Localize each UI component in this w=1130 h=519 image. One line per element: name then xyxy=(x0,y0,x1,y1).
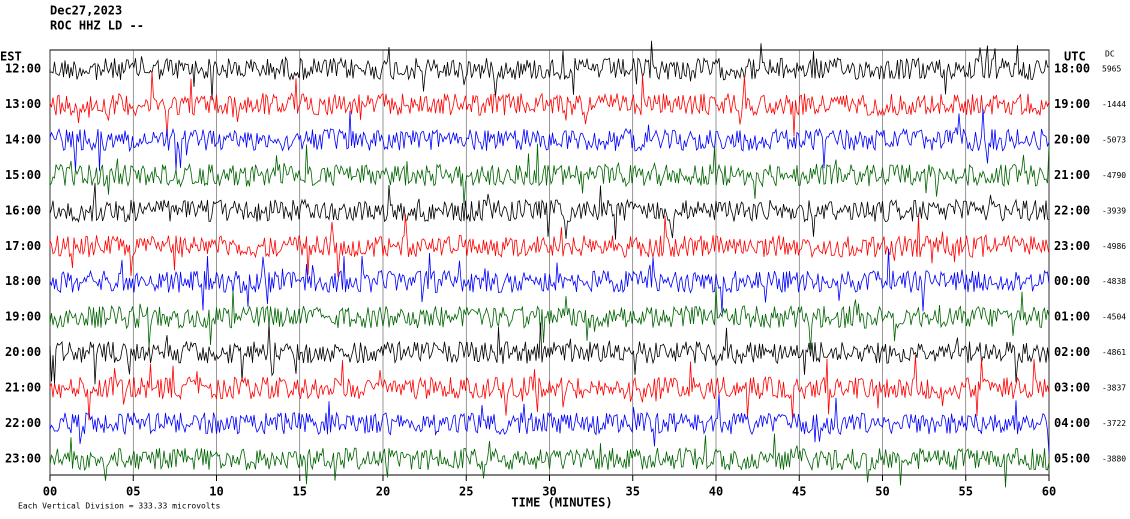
dc-label: -1444 xyxy=(1102,100,1126,109)
x-tick-label: 10 xyxy=(209,485,223,499)
utc-label: 19:00 xyxy=(1054,97,1090,111)
dc-label: -3880 xyxy=(1102,454,1126,463)
x-tick-label: 25 xyxy=(459,485,473,499)
utc-label: 21:00 xyxy=(1054,168,1090,182)
est-label: 16:00 xyxy=(5,203,41,217)
utc-label: 01:00 xyxy=(1054,310,1090,324)
est-label: 21:00 xyxy=(5,381,41,395)
x-tick-label: 20 xyxy=(376,485,390,499)
traces xyxy=(49,40,1050,488)
x-tick-label: 55 xyxy=(959,485,973,499)
footer: Each Vertical Division = 333.33 microvol… xyxy=(18,502,220,511)
utc-label: 18:00 xyxy=(1054,62,1090,76)
x-tick-label: 35 xyxy=(626,485,640,499)
right-title: UTC xyxy=(1064,50,1086,64)
x-tick-label: 45 xyxy=(792,485,806,499)
est-label: 12:00 xyxy=(5,62,41,76)
trace xyxy=(49,108,1050,172)
trace xyxy=(49,433,1050,488)
trace xyxy=(49,322,1050,385)
station: ROC HHZ LD -- xyxy=(50,19,144,33)
est-label: 22:00 xyxy=(5,416,41,430)
dc-label: -5073 xyxy=(1102,135,1126,144)
trace xyxy=(49,182,1050,240)
trace xyxy=(49,393,1050,455)
x-tick-label: 30 xyxy=(542,485,556,499)
est-label: 23:00 xyxy=(5,451,41,465)
utc-label: 03:00 xyxy=(1054,381,1090,395)
est-label: 13:00 xyxy=(5,97,41,111)
trace xyxy=(49,286,1050,350)
grid xyxy=(49,50,1050,475)
dc-title: DC xyxy=(1105,50,1115,59)
x-tick-label: 60 xyxy=(1042,485,1056,499)
x-axis-label: TIME (MINUTES) xyxy=(511,496,612,510)
dc-label: -4790 xyxy=(1102,171,1126,180)
x-tick-label: 15 xyxy=(293,485,307,499)
est-label: 14:00 xyxy=(5,132,41,146)
dc-label: -4986 xyxy=(1102,242,1126,251)
trace xyxy=(49,355,1050,421)
trace xyxy=(49,71,1050,137)
utc-label: 23:00 xyxy=(1054,239,1090,253)
trace xyxy=(49,143,1050,205)
dc-label: -3722 xyxy=(1102,419,1126,428)
est-label: 17:00 xyxy=(5,239,41,253)
est-label: 18:00 xyxy=(5,274,41,288)
date: Dec27,2023 xyxy=(50,4,122,18)
est-label: 19:00 xyxy=(5,310,41,324)
est-label: 15:00 xyxy=(5,168,41,182)
utc-label: 00:00 xyxy=(1054,274,1090,288)
x-tick-label: 00 xyxy=(43,485,57,499)
dc-label: -4504 xyxy=(1102,313,1126,322)
utc-label: 22:00 xyxy=(1054,203,1090,217)
trace xyxy=(49,248,1050,313)
left-title: EST xyxy=(0,50,22,64)
est-label: 20:00 xyxy=(5,345,41,359)
dc-label: -3939 xyxy=(1102,206,1126,215)
utc-label: 20:00 xyxy=(1054,132,1090,146)
dc-label: 5965 xyxy=(1102,65,1121,74)
x-tick-label: 05 xyxy=(126,485,140,499)
dc-label: -4838 xyxy=(1102,277,1126,286)
dc-label: -3837 xyxy=(1102,384,1126,393)
trace xyxy=(49,214,1050,278)
utc-label: 02:00 xyxy=(1054,345,1090,359)
utc-label: 05:00 xyxy=(1054,451,1090,465)
x-tick-label: 50 xyxy=(875,485,889,499)
dc-label: -4861 xyxy=(1102,348,1126,357)
utc-label: 04:00 xyxy=(1054,416,1090,430)
x-tick-label: 40 xyxy=(709,485,723,499)
trace xyxy=(49,40,1050,101)
